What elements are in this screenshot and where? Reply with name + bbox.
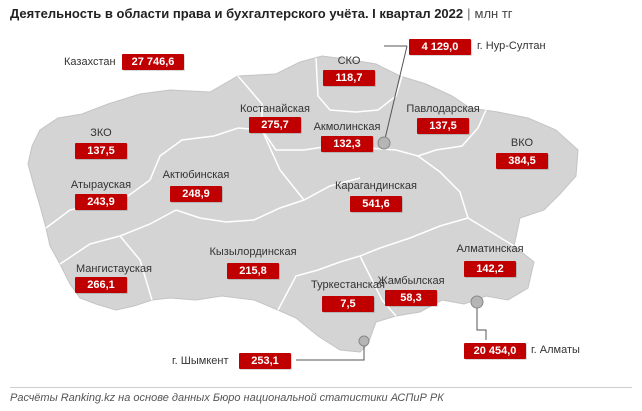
region-value-akmola: 132,3 [321,136,373,152]
region-value-pavlodar: 137,5 [417,118,469,134]
region-name-kyzylorda: Кызылординская [209,246,297,258]
city-name-nur-sultan: г. Нур-Султан [477,40,546,52]
region-name-kostanay: Костанайская [239,103,311,115]
region-value-atyrau: 243,9 [75,194,127,210]
city-value-nur-sultan: 4 129,0 [409,39,471,55]
region-value-zko: 137,5 [75,143,127,159]
city-value-shymkent: 253,1 [239,353,291,369]
source-note: Расчёты Ranking.kz на основе данных Бюро… [10,392,444,404]
page-title: Деятельность в области права и бухгалтер… [10,6,513,21]
city-markers [296,45,487,361]
city-name-shymkent: г. Шымкент [172,355,229,367]
city-name-almaty: г. Алматы [531,344,580,356]
region-name-sko: СКО [337,55,361,67]
region-name-mangystau: Мангистауская [75,263,153,275]
region-value-sko: 118,7 [323,70,375,86]
region-value-karaganda: 541,6 [350,196,402,212]
region-value-kyzylorda: 215,8 [227,263,279,279]
region-value-vko: 384,5 [496,153,548,169]
region-name-almaty-region: Алматинская [456,243,524,255]
region-name-pavlodar: Павлодарская [406,103,480,115]
title-text: Деятельность в области права и бухгалтер… [10,6,464,21]
shymkent-marker [358,335,370,347]
region-value-turkestan: 7,5 [322,296,374,312]
region-name-turkestan: Туркестанская [311,279,385,291]
title-unit: млн тг [474,6,513,21]
country-name: Казахстан [64,56,116,68]
almaty-marker [470,295,484,309]
title-separator: | [467,6,471,21]
city-value-almaty: 20 454,0 [464,343,526,359]
region-name-zko: ЗКО [90,127,112,139]
region-value-aktobe: 248,9 [170,186,222,202]
region-name-zhambyl: Жамбылская [377,275,445,287]
footer-divider [10,387,632,388]
region-value-kostanay: 275,7 [249,117,301,133]
region-name-atyrau: Атырауская [70,179,132,191]
region-value-zhambyl: 58,3 [385,290,437,306]
region-name-vko: ВКО [510,137,534,149]
region-value-almaty-region: 142,2 [464,261,516,277]
country-value: 27 746,6 [122,54,184,70]
region-borders [45,57,515,317]
region-name-akmola: Акмолинская [313,121,381,133]
region-name-karaganda: Карагандинская [335,180,417,192]
nur-sultan-marker [377,136,391,150]
region-name-aktobe: Актюбинская [162,169,230,181]
region-value-mangystau: 266,1 [75,277,127,293]
